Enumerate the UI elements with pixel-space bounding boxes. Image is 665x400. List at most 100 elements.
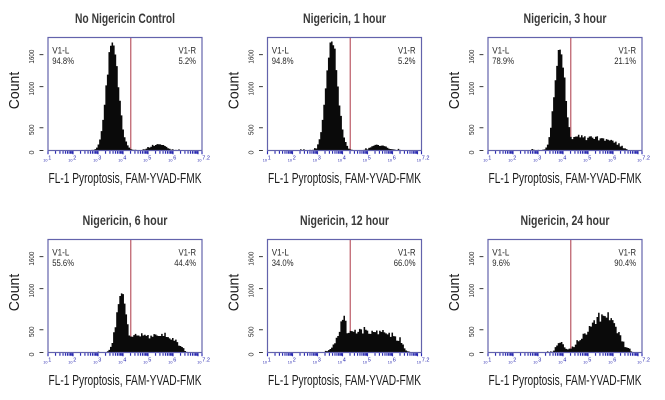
svg-text:4: 4: [343, 358, 346, 364]
svg-text:1: 1: [48, 358, 51, 364]
svg-text:6: 6: [393, 156, 396, 162]
svg-text:Nigericin, 24 hour: Nigericin, 24 hour: [521, 213, 611, 228]
svg-text:1: 1: [268, 156, 271, 162]
svg-text:10: 10: [313, 158, 317, 162]
svg-text:5.2%: 5.2%: [179, 56, 197, 67]
svg-text:FL-1 Pyroptosis, FAM-YVAD-FMK: FL-1 Pyroptosis, FAM-YVAD-FMK: [49, 171, 202, 187]
svg-text:Count: Count: [447, 72, 463, 110]
svg-text:FL-1 Pyroptosis, FAM-YVAD-FMK: FL-1 Pyroptosis, FAM-YVAD-FMK: [268, 373, 421, 389]
svg-text:Count: Count: [7, 274, 23, 312]
svg-text:2: 2: [73, 156, 76, 162]
svg-text:1600: 1600: [467, 50, 476, 64]
svg-text:500: 500: [27, 124, 36, 135]
svg-text:5: 5: [588, 358, 591, 364]
svg-text:3: 3: [98, 358, 101, 364]
svg-text:90.4%: 90.4%: [614, 258, 636, 269]
svg-text:1600: 1600: [27, 50, 36, 64]
svg-text:10: 10: [168, 158, 172, 162]
svg-text:7.2: 7.2: [642, 358, 650, 364]
svg-text:V1-L: V1-L: [272, 46, 289, 57]
svg-text:Nigericin, 6 hour: Nigericin, 6 hour: [83, 213, 169, 228]
svg-text:6: 6: [393, 358, 396, 364]
svg-text:2: 2: [73, 358, 76, 364]
svg-text:10: 10: [483, 360, 487, 364]
svg-text:2: 2: [513, 156, 516, 162]
svg-text:10: 10: [363, 360, 367, 364]
svg-text:10: 10: [263, 158, 267, 162]
svg-text:10: 10: [288, 360, 292, 364]
svg-text:1000: 1000: [467, 284, 476, 298]
svg-text:10: 10: [43, 158, 47, 162]
svg-text:V1-L: V1-L: [52, 46, 69, 57]
svg-text:10: 10: [68, 360, 72, 364]
svg-text:1: 1: [48, 156, 51, 162]
svg-text:Nigericin, 12 hour: Nigericin, 12 hour: [300, 213, 390, 228]
svg-text:1: 1: [488, 156, 491, 162]
svg-text:34.0%: 34.0%: [272, 258, 294, 269]
svg-text:10: 10: [583, 158, 587, 162]
svg-text:10: 10: [93, 158, 97, 162]
svg-text:Count: Count: [447, 274, 463, 312]
svg-text:10: 10: [143, 360, 147, 364]
svg-text:0: 0: [246, 151, 255, 155]
svg-text:10: 10: [338, 360, 342, 364]
svg-text:10: 10: [558, 360, 562, 364]
svg-text:10: 10: [168, 360, 172, 364]
svg-text:10: 10: [313, 360, 317, 364]
svg-text:10: 10: [533, 158, 537, 162]
svg-text:V1-R: V1-R: [398, 248, 416, 259]
svg-text:1: 1: [488, 358, 491, 364]
svg-text:4: 4: [123, 156, 126, 162]
svg-text:V1-L: V1-L: [52, 248, 69, 259]
svg-text:V1-R: V1-R: [619, 46, 637, 57]
svg-text:1000: 1000: [246, 284, 255, 298]
svg-text:1: 1: [268, 358, 271, 364]
svg-text:4: 4: [343, 156, 346, 162]
svg-text:Count: Count: [227, 274, 243, 312]
svg-text:7.2: 7.2: [202, 156, 210, 162]
svg-text:3: 3: [318, 358, 321, 364]
svg-text:10: 10: [338, 158, 342, 162]
svg-text:7.2: 7.2: [422, 156, 430, 162]
svg-text:10: 10: [363, 158, 367, 162]
svg-text:5.2%: 5.2%: [398, 56, 416, 67]
svg-text:10: 10: [118, 360, 122, 364]
svg-text:10: 10: [417, 360, 421, 364]
svg-text:2: 2: [513, 358, 516, 364]
svg-text:FL-1 Pyroptosis, FAM-YVAD-FMK: FL-1 Pyroptosis, FAM-YVAD-FMK: [268, 171, 421, 187]
svg-text:0: 0: [467, 151, 476, 155]
svg-text:1600: 1600: [27, 252, 36, 266]
svg-text:3: 3: [538, 358, 541, 364]
svg-text:7.2: 7.2: [642, 156, 650, 162]
svg-text:500: 500: [467, 124, 476, 135]
svg-text:66.0%: 66.0%: [394, 258, 416, 269]
svg-text:7.2: 7.2: [422, 358, 430, 364]
svg-text:1600: 1600: [246, 252, 255, 266]
svg-text:10: 10: [43, 360, 47, 364]
svg-text:0: 0: [467, 353, 476, 357]
svg-text:6: 6: [613, 358, 616, 364]
svg-text:0: 0: [27, 151, 36, 155]
svg-text:Count: Count: [227, 72, 243, 110]
svg-text:21.1%: 21.1%: [614, 56, 636, 67]
svg-text:78.9%: 78.9%: [492, 56, 514, 67]
svg-text:4: 4: [563, 156, 566, 162]
svg-text:10: 10: [558, 158, 562, 162]
svg-text:0: 0: [246, 353, 255, 357]
svg-text:10: 10: [483, 158, 487, 162]
svg-text:V1-L: V1-L: [492, 46, 509, 57]
svg-text:2: 2: [293, 358, 296, 364]
svg-text:10: 10: [68, 158, 72, 162]
svg-text:1000: 1000: [246, 82, 255, 96]
svg-text:500: 500: [246, 124, 255, 135]
svg-text:10: 10: [533, 360, 537, 364]
svg-text:500: 500: [246, 326, 255, 337]
svg-text:94.8%: 94.8%: [272, 56, 294, 67]
svg-text:V1-R: V1-R: [179, 46, 197, 57]
svg-text:5: 5: [588, 156, 591, 162]
svg-text:1000: 1000: [467, 82, 476, 96]
svg-text:10: 10: [118, 158, 122, 162]
svg-text:6: 6: [173, 156, 176, 162]
svg-text:1000: 1000: [27, 284, 36, 298]
svg-text:6: 6: [613, 156, 616, 162]
